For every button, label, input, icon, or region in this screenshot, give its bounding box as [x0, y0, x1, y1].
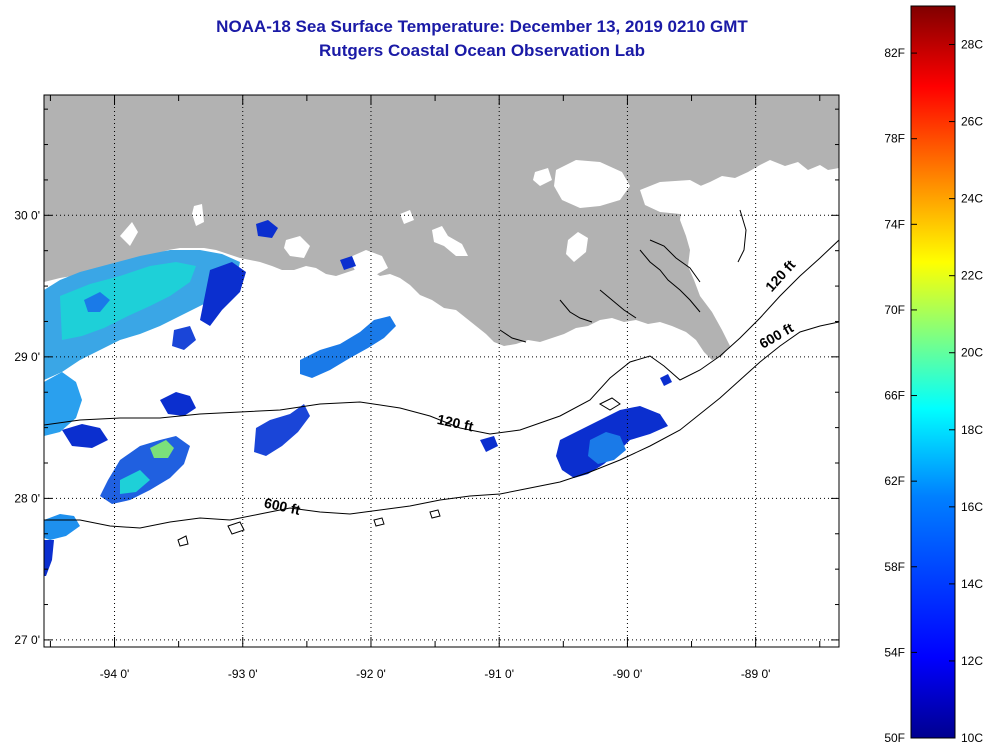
colorbar-f-label: 66F — [884, 389, 905, 403]
lon-label: -89 0' — [741, 667, 771, 681]
colorbar-c-label: 18C — [961, 423, 983, 437]
lon-label: -93 0' — [228, 667, 258, 681]
color-bar-ticks — [911, 44, 955, 739]
axis-ticks — [44, 95, 839, 647]
lon-label: -90 0' — [613, 667, 643, 681]
lat-label: 28 0' — [14, 491, 40, 505]
longitude-labels: -94 0' -93 0' -92 0' -91 0' -90 0' -89 0' — [100, 667, 771, 681]
colorbar-f-label: 62F — [884, 474, 905, 488]
lon-label: -91 0' — [484, 667, 514, 681]
colorbar-c-label: 10C — [961, 731, 983, 745]
colorbar-c-label: 22C — [961, 269, 983, 283]
lat-label: 30 0' — [14, 208, 40, 222]
lon-label: -92 0' — [356, 667, 386, 681]
inland-waters — [120, 160, 705, 276]
lon-label: -94 0' — [100, 667, 130, 681]
celsius-scale: 28C 26C 24C 22C 20C 18C 16C 14C 12C 10C — [961, 38, 983, 745]
colorbar-c-label: 14C — [961, 577, 983, 591]
colorbar-c-label: 26C — [961, 115, 983, 129]
contour-label: 600 ft — [263, 495, 302, 518]
colorbar-f-label: 50F — [884, 731, 905, 745]
colorbar-c-label: 12C — [961, 654, 983, 668]
colorbar-f-label: 74F — [884, 217, 905, 231]
colorbar-f-label: 58F — [884, 560, 905, 574]
lat-label: 27 0' — [14, 633, 40, 647]
latitude-labels: 30 0' 29 0' 28 0' 27 0' — [14, 208, 40, 647]
colorbar-c-label: 24C — [961, 192, 983, 206]
bathymetry-contours — [44, 239, 839, 547]
map-grid — [44, 95, 839, 647]
map-frame — [43, 94, 840, 648]
delta-coastline — [499, 209, 747, 343]
colorbar-f-label: 70F — [884, 303, 905, 317]
colorbar-c-label: 20C — [961, 346, 983, 360]
color-bar — [910, 5, 956, 739]
chart-subtitle: Rutgers Coastal Ocean Observation Lab — [319, 41, 645, 60]
colorbar-c-label: 16C — [961, 500, 983, 514]
colorbar-f-label: 78F — [884, 132, 905, 146]
sst-patches — [44, 220, 672, 576]
chart-title: NOAA-18 Sea Surface Temperature: Decembe… — [216, 17, 748, 36]
colorbar-f-label: 82F — [884, 46, 905, 60]
fahrenheit-scale: 82F 78F 74F 70F 66F 62F 58F 54F 50F — [884, 46, 905, 745]
contour-label: 120 ft — [436, 411, 475, 434]
colorbar-c-label: 28C — [961, 38, 983, 52]
lat-label: 29 0' — [14, 350, 40, 364]
colorbar-f-label: 54F — [884, 645, 905, 659]
